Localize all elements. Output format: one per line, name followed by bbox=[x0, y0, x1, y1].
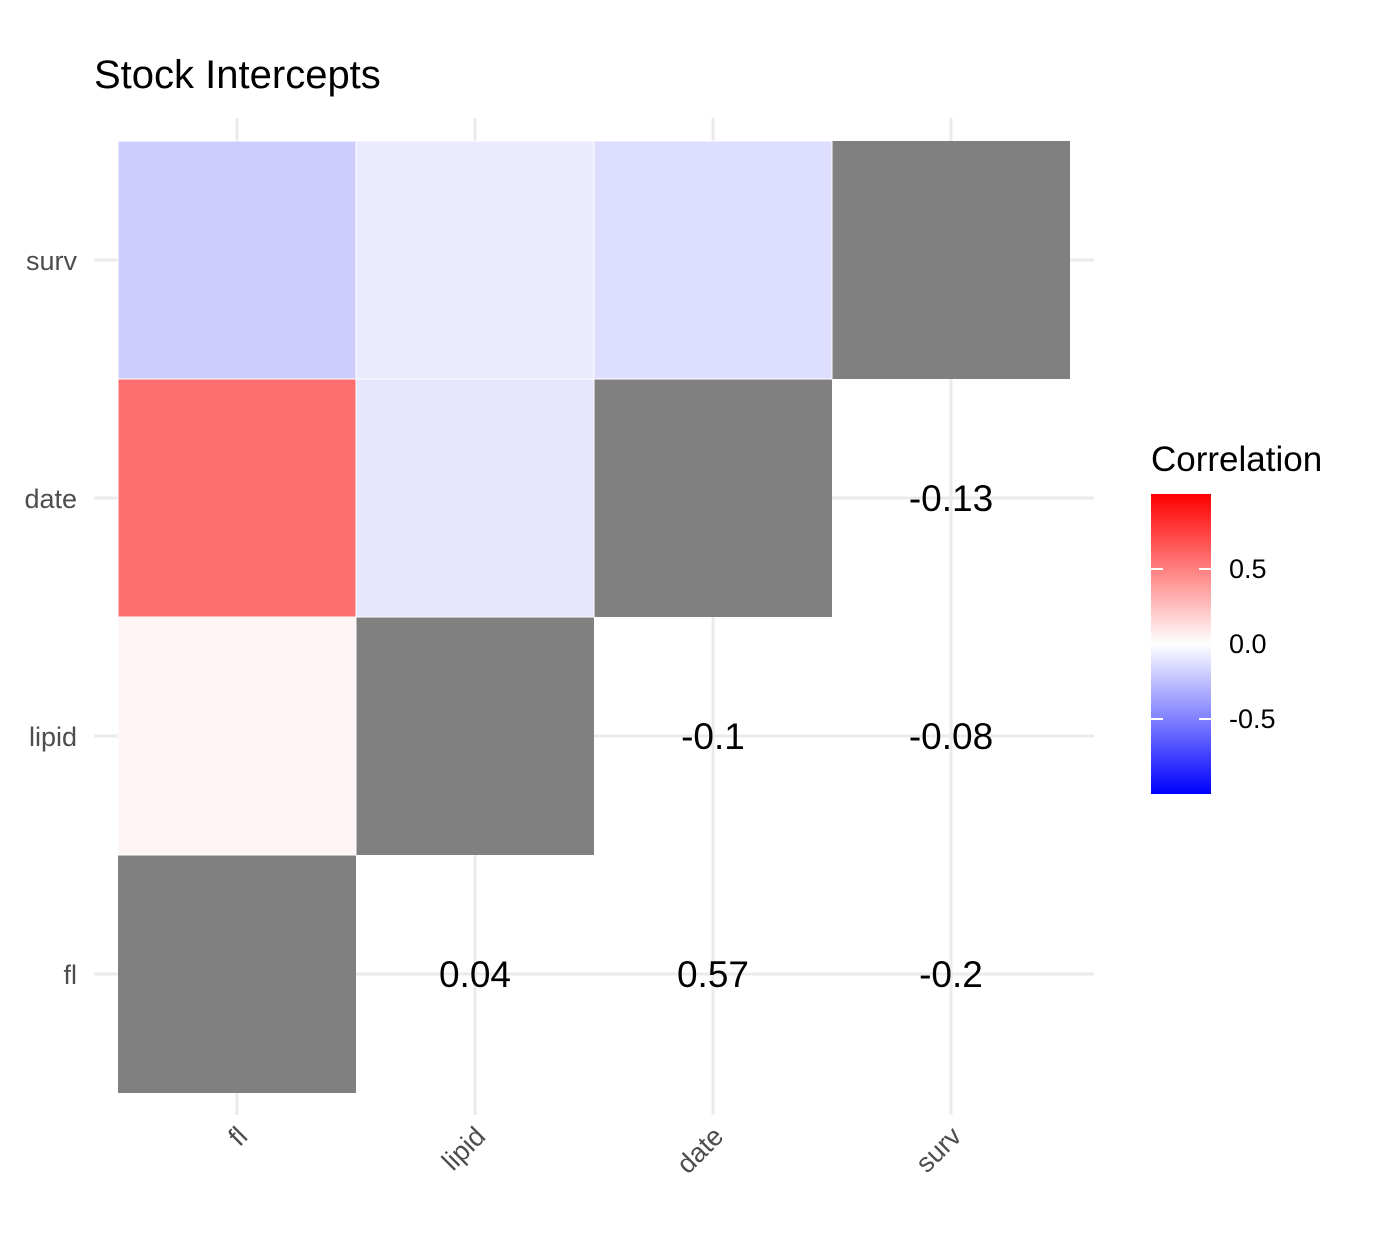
x-axis-tick-labels: fl lipid date surv bbox=[222, 1121, 967, 1180]
x-tick-lipid: lipid bbox=[436, 1121, 491, 1176]
legend-tick-label: 0.0 bbox=[1229, 629, 1267, 659]
cell-fl-surv bbox=[117, 140, 357, 380]
x-tick-surv: surv bbox=[910, 1121, 968, 1179]
y-tick-surv: surv bbox=[26, 246, 78, 276]
cell-lipid-surv bbox=[355, 140, 595, 380]
cell-fl-lipid bbox=[117, 616, 357, 856]
cell-value-labels: 0.04 0.57 -0.2 -0.1 -0.08 -0.13 bbox=[439, 478, 993, 995]
cell-fl-date bbox=[117, 378, 357, 618]
legend-tick-label: 0.5 bbox=[1229, 554, 1267, 584]
y-tick-date: date bbox=[24, 484, 77, 514]
x-tick-fl: fl bbox=[222, 1121, 253, 1152]
cell-label-lipid-fl: 0.04 bbox=[439, 954, 511, 995]
cell-date-surv bbox=[593, 140, 833, 380]
cell-label-date-fl: 0.57 bbox=[677, 954, 749, 995]
x-tick-date: date bbox=[671, 1121, 729, 1179]
diagonal-cell-date bbox=[594, 379, 832, 617]
cell-label-surv-fl: -0.2 bbox=[919, 954, 983, 995]
cell-label-surv-date: -0.13 bbox=[909, 478, 993, 519]
legend-ticks: 0.5 0.0 -0.5 bbox=[1151, 554, 1276, 734]
cell-label-surv-lipid: -0.08 bbox=[909, 716, 993, 757]
diagonal-cell-fl bbox=[118, 855, 356, 1093]
chart-title: Stock Intercepts bbox=[94, 53, 381, 97]
cell-label-date-lipid: -0.1 bbox=[681, 716, 745, 757]
heatmap-cells bbox=[117, 140, 1070, 1093]
cell-lipid-date bbox=[355, 378, 595, 618]
y-tick-lipid: lipid bbox=[29, 722, 77, 752]
diagonal-cell-lipid bbox=[356, 617, 594, 855]
legend-title: Correlation bbox=[1151, 440, 1322, 479]
legend: Correlation 0.5 0.0 -0.5 bbox=[1151, 440, 1322, 794]
y-axis-tick-labels: fl lipid date surv bbox=[24, 246, 77, 990]
diagonal-cell-surv bbox=[832, 141, 1070, 379]
legend-tick-label: -0.5 bbox=[1229, 704, 1276, 734]
y-tick-fl: fl bbox=[64, 960, 78, 990]
